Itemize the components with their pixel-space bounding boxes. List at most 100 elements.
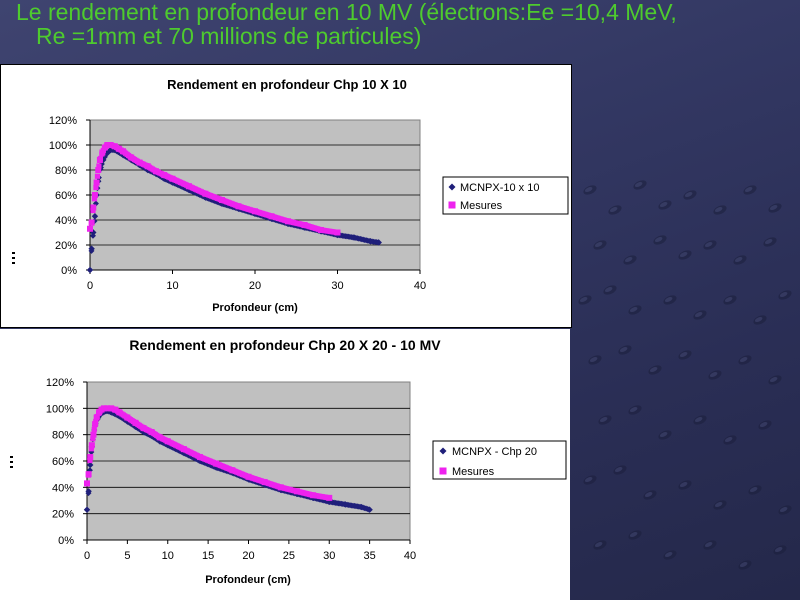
background-dot — [723, 435, 737, 445]
data-point — [90, 431, 97, 438]
background-dot — [663, 550, 677, 560]
data-point — [86, 467, 93, 474]
y-tick-label: 100% — [46, 403, 74, 415]
x-tick-label: 30 — [323, 550, 335, 562]
background-dot — [778, 505, 792, 515]
background-dot-highlight — [779, 292, 788, 297]
background-dot-highlight — [664, 552, 673, 557]
background-dot — [713, 500, 727, 510]
y-tick-label: 80% — [52, 430, 74, 442]
background-dot — [758, 420, 772, 430]
x-tick-label: 10 — [166, 280, 178, 292]
background-dot-highlight — [704, 242, 713, 247]
data-point — [375, 239, 382, 246]
background-dot-highlight — [709, 372, 718, 377]
y-tick-label: 120% — [49, 115, 77, 127]
data-point — [153, 168, 159, 175]
data-point — [100, 405, 107, 412]
x-tick-label: 25 — [283, 550, 295, 562]
data-point — [124, 418, 131, 425]
background-dot-highlight — [739, 357, 748, 362]
slide-title-line-1: Le rendement en profondeur en 10 MV (éle… — [16, 0, 677, 25]
background-dot — [593, 240, 607, 250]
background-dot-highlight — [599, 417, 608, 422]
data-point — [91, 213, 99, 220]
data-point — [88, 219, 95, 226]
background-dot — [663, 295, 677, 305]
data-point — [93, 184, 99, 191]
background-dot — [643, 490, 657, 500]
data-point — [87, 454, 94, 461]
background-dot-highlight — [714, 502, 723, 507]
data-point — [90, 204, 97, 211]
background-dot-highlight — [724, 437, 733, 442]
background-dot-highlight — [609, 207, 618, 212]
background-dot-highlight — [679, 482, 688, 487]
y-tick-label: 20% — [55, 240, 77, 252]
background-dot-highlight — [724, 297, 733, 302]
background-dot-highlight — [774, 547, 783, 552]
data-point — [148, 429, 155, 436]
background-dot — [723, 295, 737, 305]
data-point — [202, 194, 209, 201]
y-tick-label: 120% — [46, 377, 74, 389]
background-dot — [753, 315, 767, 325]
data-point — [245, 473, 252, 480]
data-point — [342, 501, 349, 508]
data-point — [88, 446, 94, 452]
background-dot-highlight — [779, 507, 788, 512]
data-point — [120, 148, 126, 155]
data-point — [268, 213, 275, 220]
data-point — [358, 503, 365, 511]
data-point — [115, 145, 122, 152]
legend-box — [432, 440, 567, 480]
data-point — [85, 471, 92, 478]
background-dot — [703, 540, 717, 550]
background-dot — [593, 540, 607, 550]
chart-title: Rendement en profondeur Chp 10 X 10 — [167, 77, 407, 92]
data-point — [161, 172, 168, 178]
background-dot — [708, 370, 722, 380]
data-point — [293, 488, 300, 495]
background-dot — [648, 365, 662, 375]
x-tick-label: 30 — [331, 280, 343, 292]
x-axis-label: Profondeur (cm) — [205, 574, 291, 586]
background-dot — [628, 530, 642, 540]
background-dot — [613, 465, 627, 475]
y-tick-label: 100% — [49, 140, 77, 152]
legend-marker-mesures — [439, 467, 447, 475]
data-point — [85, 488, 92, 495]
data-point — [87, 225, 93, 232]
data-point — [86, 266, 94, 274]
data-point — [88, 449, 95, 456]
data-point — [140, 425, 147, 432]
data-point — [96, 157, 103, 163]
y-tick-label: 20% — [52, 509, 74, 521]
background-dot-highlight — [619, 347, 628, 352]
data-point — [104, 405, 111, 412]
background-dot — [738, 355, 752, 365]
x-tick-label: 40 — [404, 550, 416, 562]
background-dot-highlight — [679, 352, 688, 357]
data-point — [334, 229, 341, 236]
data-point — [91, 192, 98, 198]
background-dot-highlight — [679, 252, 688, 257]
legend-box — [442, 176, 569, 215]
legend-entry-mesures: Mesures — [460, 200, 503, 212]
background-dot-highlight — [739, 562, 748, 567]
y-axis-label-fragment — [10, 456, 13, 468]
background-dot — [583, 475, 597, 485]
background-dot-highlight — [644, 492, 653, 497]
slide-title-line-2: Re =1mm et 70 millions de particules) — [36, 23, 422, 49]
data-point — [202, 190, 209, 197]
background-dot-highlight — [684, 192, 693, 197]
background-dot-highlight — [704, 542, 713, 547]
background-dot-highlight — [584, 477, 593, 482]
background-dot-highlight — [749, 487, 758, 492]
background-dot-highlight — [579, 297, 588, 302]
background-dot-highlight — [584, 187, 593, 192]
data-point — [88, 245, 95, 252]
y-tick-label: 60% — [55, 190, 77, 202]
data-point — [235, 203, 242, 210]
background-dot-highlight — [594, 542, 603, 547]
